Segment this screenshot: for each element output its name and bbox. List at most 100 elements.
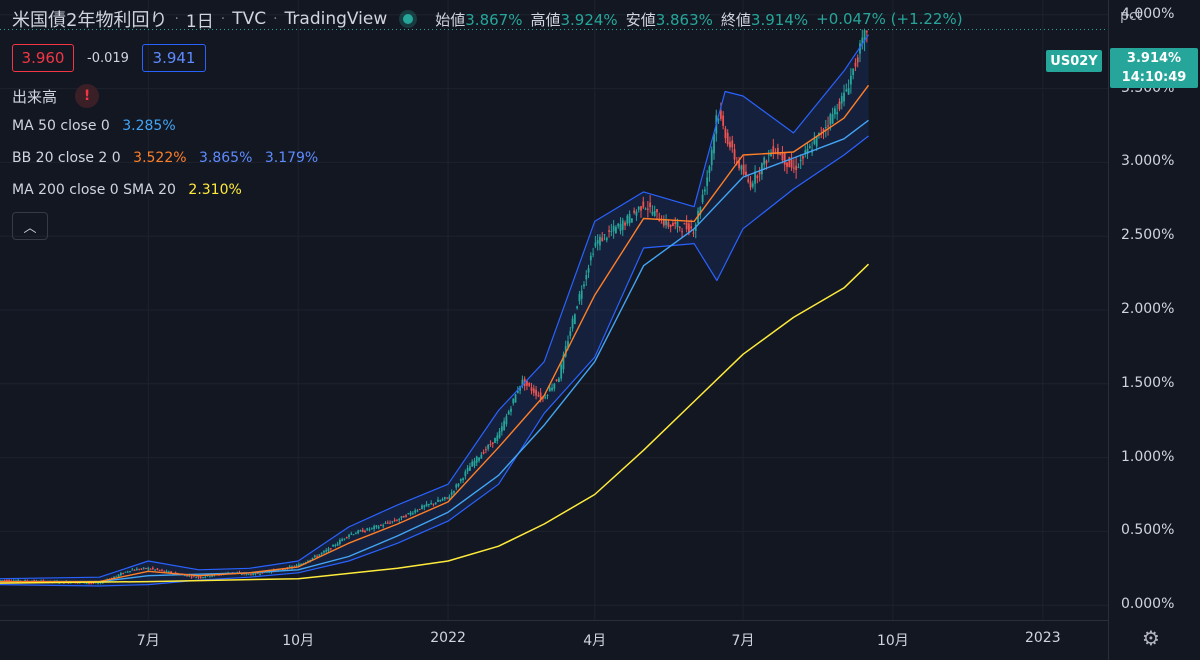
candle-body (594, 242, 597, 247)
candle-body (537, 395, 540, 397)
indicator-value-basis: 3.522% (133, 150, 187, 166)
candle-body (129, 571, 131, 573)
candle-body (377, 526, 380, 529)
candle-body (576, 306, 579, 309)
candle-body (719, 110, 722, 119)
candle-body (396, 520, 398, 522)
candle-body (427, 504, 430, 506)
candle-body (156, 568, 159, 570)
indicator-ma200[interactable]: MA 200 close 0 SMA 20 2.310% (12, 182, 242, 198)
indicator-ma50[interactable]: MA 50 close 0 3.285% (12, 118, 176, 134)
collapse-legend-button[interactable]: ︿ (12, 212, 48, 240)
symbol-name[interactable]: 米国債2年物利回り (12, 10, 168, 31)
candle-body (140, 568, 143, 570)
candle-body (708, 166, 711, 173)
volume-label: 出来高 (12, 87, 58, 106)
price-axis-divider (1108, 0, 1109, 660)
volume-legend[interactable]: 出来高 ! (12, 84, 100, 108)
candle-body (767, 154, 770, 156)
candle-body (726, 132, 729, 145)
price-axis-label: 1.000% (1121, 448, 1175, 465)
candle-body (831, 113, 834, 124)
candle-body (323, 550, 325, 553)
candle-body (97, 582, 99, 584)
candle-body (247, 573, 250, 575)
candle-body (414, 510, 417, 513)
time-axis-label: 2022 (430, 630, 466, 646)
ohlc-high: 高値3.924% (530, 10, 618, 29)
candle-body (471, 461, 474, 467)
candle-body (824, 127, 827, 129)
candle-body (717, 119, 720, 121)
candle-body (765, 160, 768, 164)
candle-body (350, 533, 353, 535)
candle-body (361, 529, 364, 533)
warning-icon[interactable]: ! (75, 84, 100, 108)
candle-body (676, 221, 679, 228)
candle-body (667, 221, 670, 227)
candle-body (183, 575, 186, 577)
candle-body (167, 571, 170, 573)
axis-unit[interactable]: pct (1120, 8, 1143, 24)
gear-icon[interactable]: ⚙ (1142, 626, 1160, 650)
candle-body (464, 471, 467, 477)
candle-body (170, 571, 172, 574)
candle-body (354, 533, 357, 535)
candle-body (240, 573, 243, 575)
chevron-up-icon: ︿ (23, 220, 37, 236)
candle-body (747, 179, 750, 182)
candle-body (603, 234, 606, 236)
candle-body (277, 569, 280, 571)
buy-button[interactable]: 3.941 (142, 44, 206, 72)
candle-body (453, 490, 455, 493)
candle-body (788, 157, 791, 167)
candle-body (33, 580, 36, 582)
candle-body (729, 141, 731, 148)
sell-button[interactable]: 3.960 (12, 44, 74, 72)
candle-body (491, 442, 494, 445)
candle-body (199, 576, 202, 578)
price-chart[interactable] (0, 0, 1108, 620)
candle-body (455, 484, 458, 488)
interval-label[interactable]: 1日 (185, 11, 214, 32)
candle-body (405, 515, 407, 517)
candle-body (325, 550, 328, 552)
candle-body (619, 224, 622, 232)
candle-body (526, 380, 528, 386)
candle-body (334, 545, 337, 547)
price-axis-label: 0.000% (1121, 596, 1175, 613)
indicator-label: MA 50 close 0 (12, 118, 110, 134)
candle-body (596, 240, 599, 244)
candle-body (849, 75, 852, 85)
price-axis-label: 2.500% (1121, 227, 1175, 244)
candle-body (551, 387, 553, 391)
candle-body (685, 222, 688, 230)
candle-body (190, 576, 193, 578)
candle-body (295, 565, 298, 567)
candle-body (740, 165, 743, 170)
candle-body (539, 392, 542, 399)
indicator-bb[interactable]: BB 20 close 2 0 3.522% 3.865% 3.179% (12, 150, 318, 166)
candle-body (653, 211, 656, 216)
candle-body (806, 148, 809, 155)
candle-body (571, 318, 574, 329)
candle-body (662, 219, 665, 226)
chart-header: 米国債2年物利回り · 1日 · TVC · TradingView 始値3.8… (12, 6, 963, 32)
candle-body (489, 444, 492, 446)
candle-body (336, 543, 339, 546)
candle-body (400, 516, 403, 518)
bollinger-basis-line (0, 84, 870, 583)
candle-body (473, 460, 476, 466)
candle-body (822, 129, 825, 132)
market-status-icon[interactable] (403, 14, 414, 24)
candle-body (88, 582, 90, 584)
candle-body (722, 115, 725, 126)
trade-panel: 3.960 -0.019 3.941 (12, 44, 206, 72)
candle-body (644, 208, 647, 210)
candle-body (341, 539, 344, 542)
candle-body (165, 570, 168, 572)
candle-body (683, 223, 686, 225)
candle-body (626, 215, 629, 224)
candle-body (710, 149, 713, 166)
candle-body (316, 556, 318, 558)
